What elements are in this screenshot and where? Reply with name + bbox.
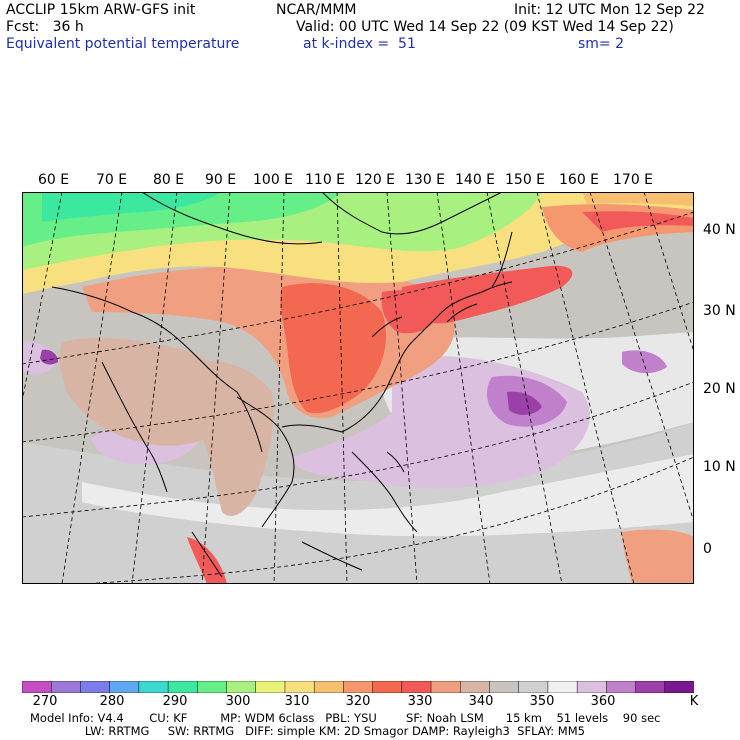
colorbar-unit: K <box>689 694 699 709</box>
colorbar-swatch <box>401 681 432 693</box>
lat-label: 30 N <box>703 303 736 319</box>
model-info-line2: LW: RRTMG SW: RRTMG DIFF: simple KM: 2D … <box>30 724 585 738</box>
colorbar-swatch <box>343 681 374 693</box>
colorbar-swatch <box>197 681 228 693</box>
colorbar-swatch <box>284 681 315 693</box>
smoothing-label: sm= 2 <box>578 36 625 52</box>
lon-label: 130 E <box>405 172 446 188</box>
colorbar-tick: 350 <box>529 694 555 709</box>
colorbar-swatch <box>255 681 286 693</box>
colorbar-swatch <box>635 681 666 693</box>
lon-label: 170 E <box>613 172 654 188</box>
model-info-line1: Model Info: V4.4 CU: KF MP: WDM 6class P… <box>30 711 661 725</box>
theta-e-map <box>22 192 694 584</box>
colorbar-swatch <box>226 681 257 693</box>
colorbar-swatch <box>664 681 694 693</box>
lat-label: 20 N <box>703 381 736 397</box>
colorbar-swatch <box>372 681 403 693</box>
coastlines <box>51 192 513 578</box>
level-index: at k-index = 51 <box>303 36 416 52</box>
lon-label: 60 E <box>38 172 70 188</box>
colorbar-swatch <box>138 681 169 693</box>
colorbar-swatch <box>576 681 608 693</box>
colorbar-swatch <box>80 681 111 693</box>
colorbar-swatch <box>50 681 82 693</box>
valid-time: Valid: 00 UTC Wed 14 Sep 22 (09 KST Wed … <box>296 19 674 35</box>
colorbar-tick: 330 <box>407 694 433 709</box>
lon-label: 160 E <box>559 172 600 188</box>
colorbar-swatch <box>518 681 549 693</box>
colorbar-tick: 310 <box>284 694 310 709</box>
colorbar-swatch <box>489 681 520 693</box>
colorbar <box>22 681 694 693</box>
institution-label: NCAR/MMM <box>276 2 357 18</box>
lon-label: 140 E <box>455 172 496 188</box>
lat-label: 0 <box>703 541 712 557</box>
colorbar-swatch <box>547 681 578 693</box>
lon-label: 110 E <box>305 172 346 188</box>
colorbar-swatch <box>22 681 52 693</box>
colorbar-swatch <box>167 681 199 693</box>
colorbar-tick: 290 <box>162 694 188 709</box>
graticule <box>22 192 694 584</box>
lon-label: 100 E <box>253 172 294 188</box>
colorbar-tick: 320 <box>345 694 371 709</box>
colorbar-swatch <box>430 681 462 693</box>
lat-label: 40 N <box>703 222 736 238</box>
model-title: ACCLIP 15km ARW-GFS init <box>6 2 196 18</box>
colorbar-swatch <box>109 681 140 693</box>
low-theta-e-region <box>280 283 386 414</box>
lon-label: 80 E <box>153 172 185 188</box>
lon-label: 120 E <box>355 172 396 188</box>
colorbar-swatch <box>460 681 491 693</box>
colorbar-tick: 280 <box>99 694 125 709</box>
colorbar-tick: 270 <box>32 694 58 709</box>
map-frame <box>22 192 694 584</box>
field-name: Equivalent potential temperature <box>6 36 240 52</box>
init-time: Init: 12 UTC Mon 12 Sep 22 <box>514 2 705 18</box>
lon-label: 150 E <box>505 172 546 188</box>
forecast-hour: Fcst: 36 h <box>6 19 84 35</box>
colorbar-tick: 360 <box>590 694 616 709</box>
lon-label: 70 E <box>96 172 128 188</box>
lon-label: 90 E <box>205 172 237 188</box>
colorbar-swatch <box>606 681 637 693</box>
colorbar-tick: 300 <box>225 694 251 709</box>
colorbar-tick: 340 <box>468 694 494 709</box>
colorbar-swatch <box>313 681 345 693</box>
lat-label: 10 N <box>703 459 736 475</box>
